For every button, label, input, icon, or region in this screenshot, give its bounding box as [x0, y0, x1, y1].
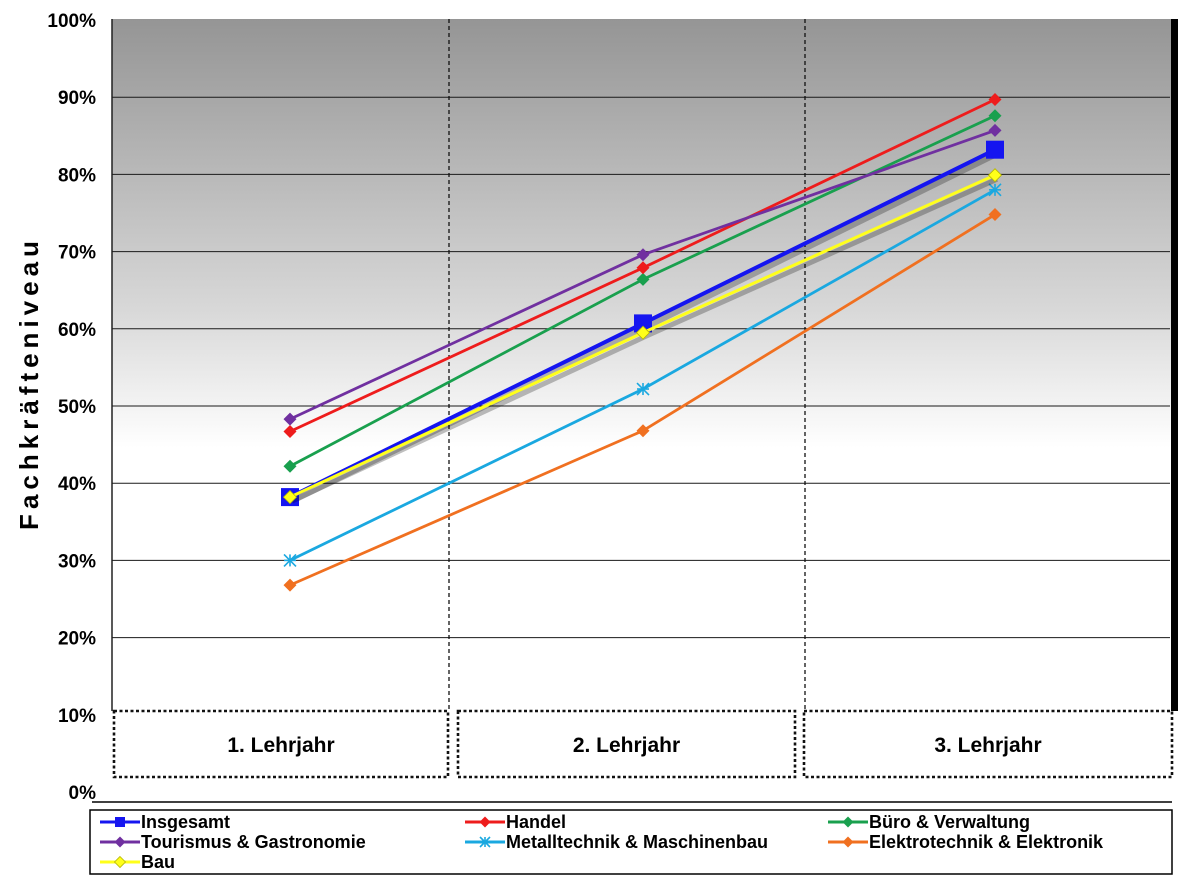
legend-item: Elektrotechnik & Elektronik — [828, 832, 1104, 852]
legend-item: Büro & Verwaltung — [828, 812, 1030, 832]
data-point — [988, 123, 1002, 137]
series-1 — [283, 93, 1002, 438]
category-axis: 1. Lehrjahr 2. Lehrjahr 3. Lehrjahr — [112, 709, 1174, 779]
data-point — [636, 272, 650, 286]
series-3 — [283, 123, 1002, 426]
legend-item: Insgesamt — [100, 812, 230, 832]
data-point — [283, 424, 297, 438]
y-tick-label: 70% — [58, 243, 96, 264]
data-point — [479, 836, 491, 848]
data-point — [283, 412, 297, 426]
data-point — [987, 168, 1003, 183]
legend-label: Handel — [506, 812, 566, 832]
y-tick-label: 30% — [58, 551, 96, 572]
legend-box — [89, 809, 1173, 875]
y-axis-label: Fachkräfteniveau — [14, 236, 44, 530]
legend-label: Insgesamt — [141, 812, 230, 832]
series-4 — [283, 183, 1002, 567]
asterisk-stroke — [988, 183, 1002, 197]
plot-right-border — [1171, 19, 1178, 711]
plot-area — [112, 19, 1174, 711]
data-point — [842, 816, 854, 828]
data-point — [479, 816, 491, 828]
data-point — [635, 325, 651, 340]
category-dividers — [448, 19, 806, 711]
y-tick-label: 100% — [47, 11, 96, 32]
legend: Insgesamt Handel Büro & Verwaltung Tourismu… — [100, 812, 1104, 872]
asterisk-stroke — [636, 382, 650, 396]
data-point — [283, 578, 297, 592]
y-tick-label: 50% — [58, 397, 96, 418]
data-point — [114, 836, 126, 848]
series-0 — [281, 140, 1004, 507]
y-tick-label: 20% — [58, 629, 96, 650]
data-point — [988, 208, 1002, 222]
data-point — [636, 261, 650, 275]
data-point — [842, 836, 854, 848]
legend-label: Tourismus & Gastronomie — [141, 832, 366, 852]
legend-item: Tourismus & Gastronomie — [100, 832, 366, 852]
data-point — [636, 382, 650, 396]
data-point — [113, 855, 127, 869]
y-tick-label: 90% — [58, 88, 96, 109]
asterisk-stroke — [479, 836, 491, 848]
legend-label: Büro & Verwaltung — [869, 812, 1030, 832]
legend-item: Bau — [100, 852, 175, 872]
data-point — [988, 183, 1002, 197]
legend-item: Metalltechnik & Maschinenbau — [465, 832, 768, 852]
data-point — [636, 248, 650, 262]
data-point — [986, 140, 1004, 159]
series-2 — [283, 109, 1002, 473]
data-point — [636, 424, 650, 438]
series-6 — [282, 168, 1003, 505]
data-point — [115, 817, 125, 827]
category-label: 2. Lehrjahr — [573, 734, 680, 757]
legend-item: Handel — [465, 812, 566, 832]
data-point — [634, 314, 652, 333]
y-tick-label: 0% — [69, 783, 97, 804]
asterisk-stroke — [283, 553, 297, 567]
y-axis-ticks: 0% 10% 20% 30% 40% 50% 60% 70% 80% 90% 100% — [47, 11, 96, 804]
data-point — [283, 553, 297, 567]
y-tick-label: 10% — [58, 706, 96, 727]
data-point — [988, 93, 1002, 107]
category-label: 3. Lehrjahr — [934, 734, 1041, 757]
category-box — [802, 709, 1174, 779]
legend-label: Elektrotechnik & Elektronik — [869, 832, 1104, 852]
category-box — [112, 709, 450, 779]
legend-label: Metalltechnik & Maschinenbau — [506, 832, 768, 852]
data-point — [283, 459, 297, 473]
series-5 — [283, 208, 1002, 592]
data-point — [282, 490, 298, 505]
series-group — [281, 93, 1004, 592]
category-label: 1. Lehrjahr — [227, 734, 334, 757]
category-box — [456, 709, 797, 779]
y-tick-label: 80% — [58, 165, 96, 186]
data-point — [988, 109, 1002, 123]
y-tick-label: 60% — [58, 320, 96, 341]
y-tick-label: 40% — [58, 474, 96, 495]
legend-label: Bau — [141, 852, 175, 872]
